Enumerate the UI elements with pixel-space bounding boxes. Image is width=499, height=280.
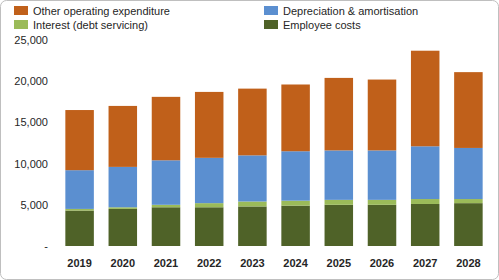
bar-segment	[454, 203, 483, 246]
bar-segment	[65, 211, 94, 246]
bars	[65, 51, 482, 246]
bar-segment	[238, 89, 267, 156]
bar-segment	[65, 209, 94, 211]
bar-segment	[454, 148, 483, 199]
y-tick-label: 10,000	[14, 158, 48, 170]
bar-segment	[281, 206, 310, 246]
bar-segment	[65, 110, 94, 170]
x-axis: 2019 2020 2021 2022 2023 2024 2025 2026 2027 2028	[67, 257, 480, 269]
bar-segment	[152, 207, 181, 246]
y-axis: - 5,000 10,000 15,000 20,000 25,000	[14, 34, 58, 252]
x-tick-label: 2025	[327, 257, 351, 269]
bar-segment	[325, 150, 354, 199]
bar-segment	[195, 92, 224, 158]
bar-segment	[65, 170, 94, 209]
bar-segment	[152, 160, 181, 204]
x-tick-label: 2026	[370, 257, 394, 269]
bar-segment	[195, 207, 224, 246]
bar-segment	[109, 167, 138, 207]
x-tick-label: 2022	[197, 257, 221, 269]
legend-swatch	[264, 6, 278, 15]
bar-segment	[368, 80, 397, 151]
legend-swatch	[14, 20, 28, 29]
x-tick-label: 2028	[456, 257, 480, 269]
y-tick	[54, 246, 58, 247]
bar-segment	[152, 97, 181, 160]
y-tick-label: 20,000	[14, 75, 48, 87]
x-tick-label: 2021	[154, 257, 178, 269]
bar-segment	[281, 84, 310, 151]
bar-segment	[281, 151, 310, 200]
x-tick-label: 2020	[111, 257, 135, 269]
chart-frame	[1, 1, 499, 280]
bar-segment	[411, 51, 440, 147]
bar-segment	[238, 206, 267, 246]
bar-segment	[152, 205, 181, 207]
bar-segment	[238, 202, 267, 207]
x-tick-label: 2023	[240, 257, 264, 269]
x-tick-label: 2024	[283, 257, 308, 269]
bar-segment	[109, 207, 138, 209]
y-tick	[54, 163, 58, 164]
legend-label: Employee costs	[283, 19, 361, 31]
bar-segment	[325, 200, 354, 205]
y-tick-label: 25,000	[14, 34, 48, 46]
legend-label: Other operating expenditure	[33, 5, 170, 17]
x-tick-label: 2019	[67, 257, 91, 269]
y-tick	[54, 81, 58, 82]
y-tick	[54, 122, 58, 123]
chart: -5,00010,00015,00020,00025,0002019202020…	[0, 0, 499, 280]
bar-segment	[238, 155, 267, 201]
bar-segment	[281, 201, 310, 206]
bar-segment	[195, 158, 224, 203]
y-tick-label: -	[44, 240, 48, 252]
y-tick-label: 5,000	[20, 199, 48, 211]
bar-segment	[411, 199, 440, 204]
legend-swatch	[264, 20, 278, 29]
bar-segment	[109, 209, 138, 246]
bar-segment	[368, 205, 397, 246]
y-tick	[54, 204, 58, 205]
bar-segment	[454, 72, 483, 148]
y-tick-label: 15,000	[14, 116, 48, 128]
y-tick	[54, 40, 58, 41]
bar-segment	[325, 205, 354, 246]
legend-swatch	[14, 6, 28, 15]
bar-segment	[411, 204, 440, 246]
x-tick-label: 2027	[413, 257, 437, 269]
bar-segment	[454, 199, 483, 203]
bar-segment	[368, 150, 397, 199]
bar-segment	[109, 106, 138, 167]
legend: Other operating expenditure Depreciation …	[14, 5, 418, 31]
bar-segment	[368, 200, 397, 205]
bar-segment	[411, 146, 440, 199]
bar-segment	[195, 203, 224, 207]
legend-label: Interest (debt servicing)	[33, 19, 148, 31]
bar-segment	[325, 78, 354, 151]
legend-label: Depreciation & amortisation	[283, 5, 418, 17]
